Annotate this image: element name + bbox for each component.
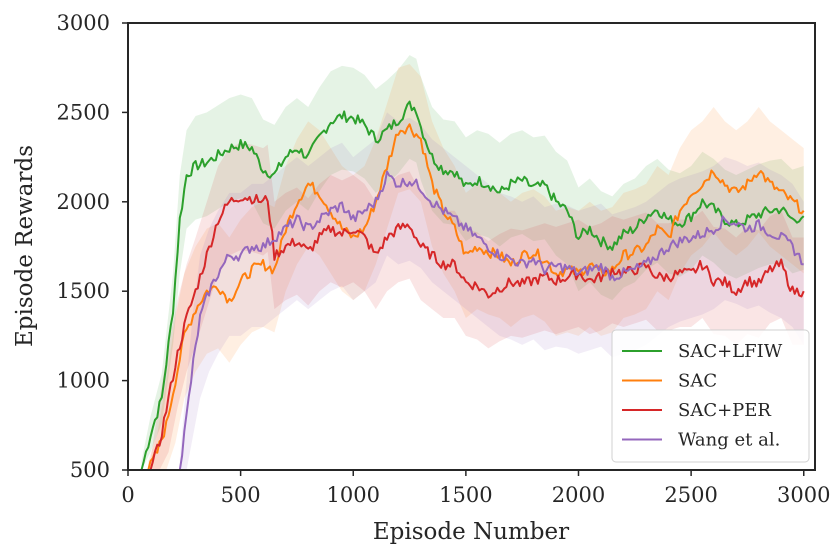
x-tick-label: 1000 [327, 483, 380, 507]
y-tick-label: 2500 [57, 100, 110, 124]
legend-label-sac-per: SAC+PER [678, 400, 771, 421]
legend-label-sac-lfiw: SAC+LFIW [678, 341, 783, 362]
x-tick-label: 3000 [777, 483, 830, 507]
y-tick-label: 500 [70, 458, 110, 482]
y-tick-label: 3000 [57, 11, 110, 35]
y-axis-label: Episode Rewards [12, 145, 38, 347]
legend-box [611, 329, 810, 463]
y-axis: 500 1000 1500 2000 2500 3000 [57, 11, 128, 482]
x-tick-label: 2000 [552, 483, 605, 507]
band-sac-per [150, 142, 804, 470]
x-tick-label: 2500 [664, 483, 717, 507]
y-tick-label: 1000 [57, 369, 110, 393]
y-tick-label: 1500 [57, 279, 110, 303]
x-axis-label: Episode Number [373, 519, 569, 545]
band-sac [148, 64, 804, 470]
line-sac-lfiw [140, 100, 805, 470]
line-wang-et-al [178, 170, 804, 470]
legend-label-wang-et-al: Wang et al. [678, 430, 780, 451]
x-tick-label: 0 [121, 483, 134, 507]
band-wang-et-al [179, 112, 804, 470]
line-sac-per [149, 193, 805, 470]
series-lines [140, 100, 805, 470]
x-axis: 0 500 1000 1500 2000 2500 3000 [121, 470, 830, 507]
legend: SAC+LFIW SAC SAC+PER Wang et al. [611, 329, 810, 463]
band-sac-lfiw [141, 55, 804, 470]
plot-frame [127, 22, 816, 471]
line-sac [147, 123, 805, 470]
x-tick-label: 1500 [439, 483, 492, 507]
legend-label-sac: SAC [678, 371, 717, 392]
confidence-bands [141, 55, 804, 470]
y-tick-label: 2000 [57, 190, 110, 214]
x-tick-label: 500 [221, 483, 261, 507]
